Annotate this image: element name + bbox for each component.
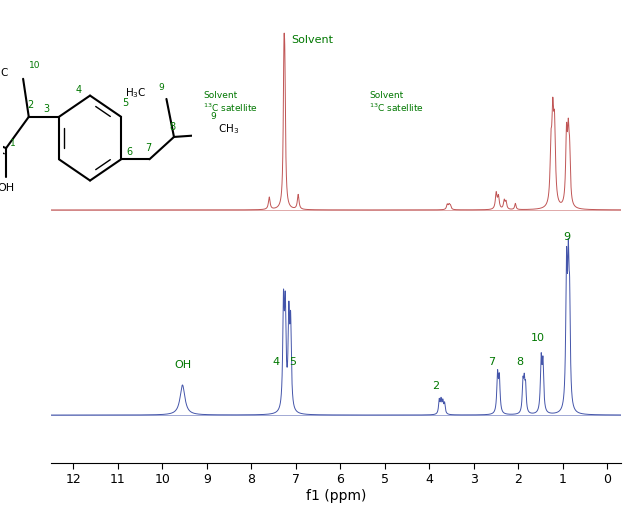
Text: 8: 8 (516, 357, 524, 368)
Text: Solvent
$^{13}$C satellite: Solvent $^{13}$C satellite (204, 91, 258, 115)
Text: 9: 9 (158, 83, 164, 92)
Text: 2: 2 (433, 381, 440, 391)
Text: 10: 10 (531, 333, 545, 342)
Text: 7: 7 (145, 143, 152, 154)
Text: Solvent
$^{13}$C satellite: Solvent $^{13}$C satellite (369, 91, 424, 115)
Text: 5: 5 (289, 357, 296, 368)
Text: OH: OH (0, 182, 15, 193)
Text: Solvent: Solvent (291, 35, 333, 45)
Text: 8: 8 (169, 122, 175, 132)
Text: 5: 5 (122, 98, 128, 107)
Text: 9: 9 (563, 232, 570, 242)
Text: 3: 3 (44, 104, 49, 114)
Text: 7: 7 (488, 357, 495, 368)
Text: 9: 9 (211, 112, 216, 121)
Text: CH$_3$: CH$_3$ (218, 122, 239, 136)
Text: H$_3$C: H$_3$C (0, 67, 10, 80)
Text: 2: 2 (28, 100, 34, 110)
Text: H$_3$C: H$_3$C (125, 87, 147, 101)
X-axis label: f1 (ppm): f1 (ppm) (306, 489, 366, 503)
Text: OH: OH (174, 360, 191, 370)
Text: 4: 4 (76, 85, 82, 95)
Text: 4: 4 (273, 357, 280, 368)
Text: 1: 1 (10, 139, 15, 148)
Text: 6: 6 (127, 147, 133, 157)
Text: 10: 10 (29, 61, 40, 69)
